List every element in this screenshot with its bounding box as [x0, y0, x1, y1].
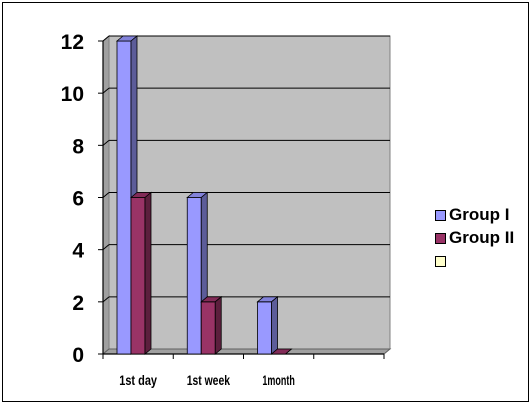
legend-item-group-2: Group II — [431, 228, 532, 251]
gridline-side — [102, 192, 110, 198]
bar-side — [285, 348, 292, 355]
gridline-side — [102, 296, 110, 303]
bar — [116, 40, 132, 355]
x-tick-label: 1st day — [119, 372, 157, 388]
legend-swatch-group-2 — [435, 233, 446, 244]
bar-side — [214, 295, 222, 355]
y-tick-label: 6 — [72, 188, 84, 211]
y-tick-label: 10 — [61, 83, 84, 106]
gridline-side — [102, 35, 110, 42]
y-tick-label: 12 — [61, 31, 84, 54]
bar — [186, 197, 202, 355]
legend-swatch-group-1 — [435, 210, 446, 221]
y-tick-label: 4 — [72, 240, 84, 263]
bar — [257, 301, 272, 355]
y-tick-label: 0 — [72, 344, 84, 367]
legend: Group I Group II — [431, 205, 532, 274]
legend-label-group-1: Group I — [449, 205, 510, 224]
bar-side — [144, 191, 152, 355]
bar-side — [271, 295, 278, 355]
x-tick-label: 1month — [262, 372, 294, 388]
y-tick-label: 2 — [72, 292, 84, 315]
legend-item-group-1: Group I — [431, 205, 532, 228]
legend-swatch-series-3 — [435, 256, 446, 267]
bar — [130, 197, 146, 355]
legend-item-series-3 — [431, 251, 532, 274]
chart-frame: 0 2 4 6 8 10 12 1st day 1st week 1month Group I G… — [2, 2, 529, 402]
gridline-side — [102, 87, 110, 94]
y-tick-label: 8 — [72, 135, 84, 158]
bar-chart: 0 2 4 6 8 10 12 1st day 1st week 1month — [61, 31, 392, 388]
gridline-side — [102, 139, 110, 146]
legend-label-group-2: Group II — [449, 228, 515, 247]
bar — [200, 301, 216, 355]
gridline-side — [102, 244, 110, 251]
x-tick-label: 1st week — [187, 372, 230, 388]
